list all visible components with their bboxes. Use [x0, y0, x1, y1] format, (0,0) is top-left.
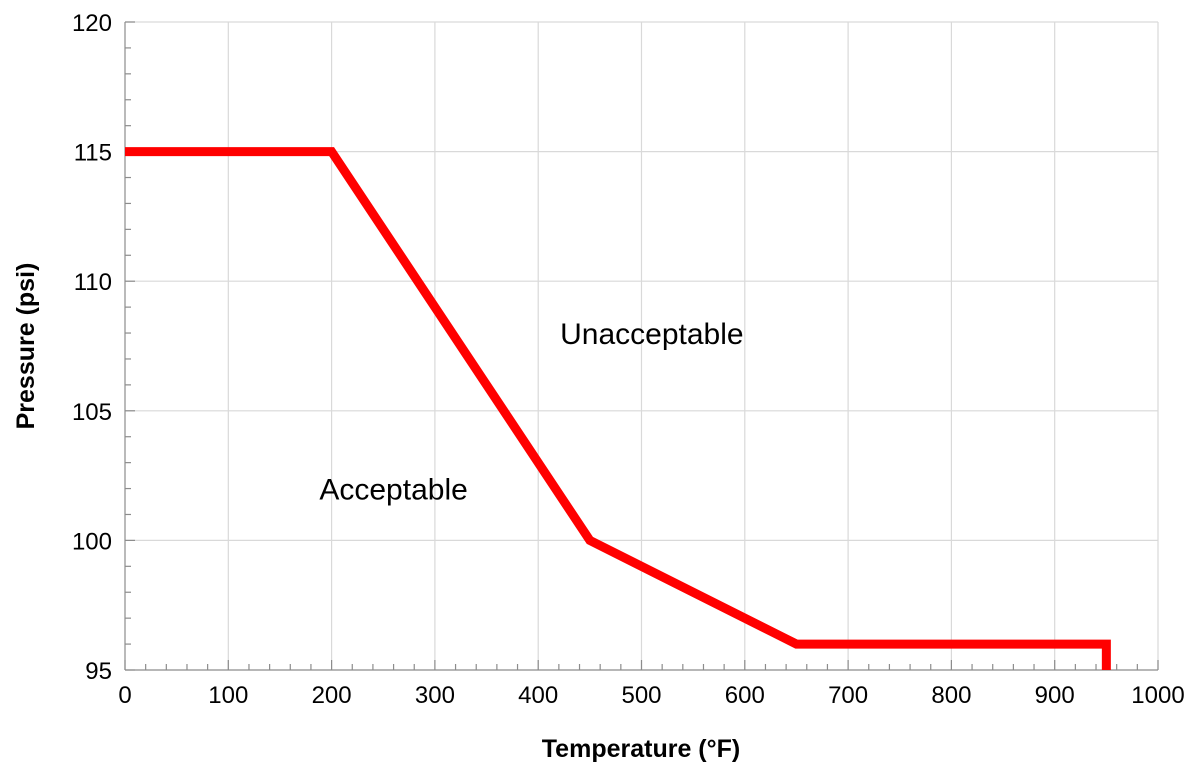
y-axis-title: Pressure (psi)	[12, 263, 40, 430]
annotations: Unacceptable Acceptable	[319, 318, 743, 507]
x-tick-label: 100	[208, 682, 248, 709]
y-tick-label: 110	[74, 269, 112, 296]
x-tick-label: 900	[1035, 682, 1075, 709]
x-tick-label: 0	[118, 682, 131, 709]
x-axis-title: Temperature (°F)	[542, 735, 740, 763]
axes: 0 100 200 300 400 500 600 700 800 900 1000 95 100 105…	[72, 10, 1185, 709]
x-tick-label: 600	[725, 682, 765, 709]
region-label: Acceptable	[319, 474, 467, 507]
x-tick-label: 1000	[1131, 682, 1184, 709]
y-tick-label: 120	[72, 10, 112, 37]
series-line	[125, 147, 1111, 670]
x-tick-label: 300	[415, 682, 455, 709]
y-tick-label: 100	[72, 528, 112, 555]
y-tick-label: 95	[85, 658, 112, 685]
y-tick-label: 105	[72, 399, 112, 426]
x-tick-label: 200	[312, 682, 352, 709]
gridlines	[125, 21, 1159, 670]
y-tick-label: 115	[74, 140, 112, 167]
x-tick-label: 700	[828, 682, 868, 709]
x-tick-label: 400	[518, 682, 558, 709]
region-label: Unacceptable	[560, 318, 743, 351]
series-group	[125, 147, 1111, 670]
x-tick-label: 800	[931, 682, 971, 709]
x-tick-label: 500	[621, 682, 661, 709]
